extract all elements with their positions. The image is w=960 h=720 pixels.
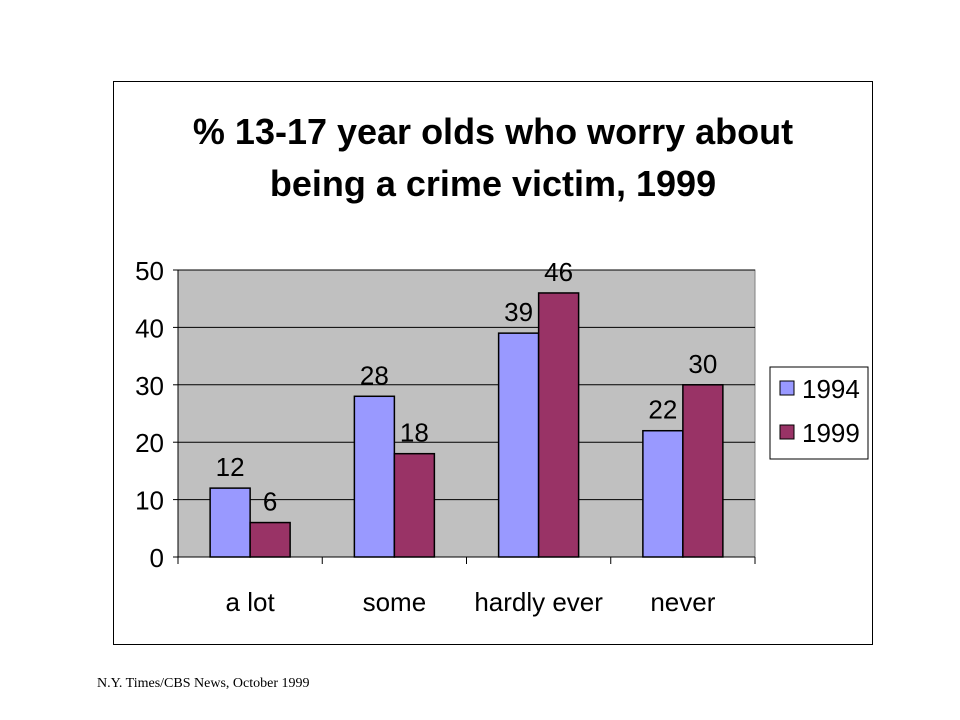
bar-1994 [353,395,396,558]
bar-1999 [393,452,436,558]
data-label: 18 [400,418,429,448]
bar-1994 [642,429,684,558]
y-axis: 0 10 20 30 40 50 [135,256,179,573]
bar-1999 [537,292,580,558]
y-tick-label: 30 [135,371,164,401]
data-label: 22 [648,395,677,425]
x-category-label: hardly ever [474,587,603,617]
source-note: N.Y. Times/CBS News, October 1999 [97,676,310,691]
chart-title-line-2: being a crime victim, 1999 [270,163,716,204]
legend-swatch-1999 [779,424,795,440]
y-tick-label: 40 [135,313,164,343]
chart-title-line-1: % 13-17 year olds who worry about [193,111,793,152]
data-label: 39 [504,297,533,327]
legend-swatch-1994 [779,380,795,396]
x-axis: a lot some hardly ever never [177,556,756,617]
data-label: 30 [688,349,717,379]
data-label: 6 [263,487,277,517]
legend-label: 1999 [802,418,860,448]
chart-frame: % 13-17 year olds who worry about being … [113,81,873,645]
bar-1999 [682,384,724,558]
data-label: 28 [360,360,389,390]
data-label: 46 [544,257,573,287]
x-category-label: a lot [226,587,276,617]
y-tick-label: 20 [135,428,164,458]
data-label: 12 [216,452,245,482]
legend-label: 1994 [802,374,860,404]
bars: 12 6 28 18 39 46 22 30 [209,257,724,558]
legend: 1994 1999 [769,366,869,460]
bar-chart: % 13-17 year olds who worry about being … [135,111,869,617]
y-tick-label: 50 [135,256,164,286]
x-category-label: some [363,587,427,617]
bar-1999 [249,521,291,558]
x-category-label: never [650,587,715,617]
y-tick-label: 0 [150,543,164,573]
bar-1994 [209,487,251,558]
y-tick-label: 10 [135,486,164,516]
bar-1994 [497,332,540,558]
